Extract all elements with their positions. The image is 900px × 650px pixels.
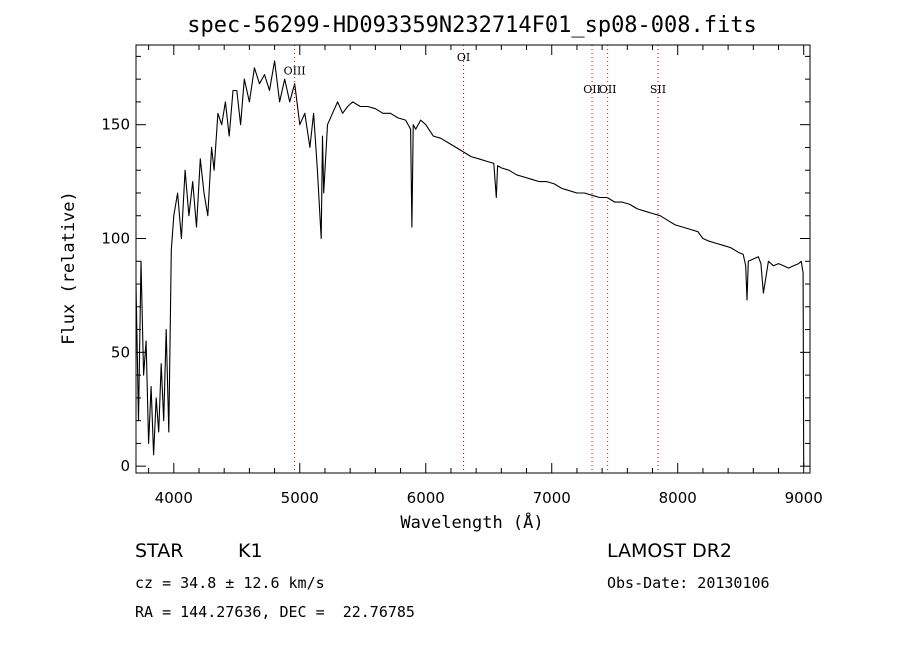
object-subclass: K1 [238,540,263,562]
axes: 4000 5000 6000 7000 8000 9000 0 50 100 150 [101,44,823,507]
x-tick-label: 9000 [785,489,823,507]
x-tick-label: 7000 [533,489,571,507]
line-label-3: OII [599,83,617,96]
x-tick-label: 5000 [281,489,319,507]
line-label-1: OI [457,51,470,64]
object-class: STAR [135,540,184,562]
plot-frame [135,44,811,474]
observation-date: Obs-Date: 20130106 [607,574,770,592]
y-axis-label: Flux (relative) [59,191,79,345]
line-label-0: OIII [284,65,306,78]
y-tick-label: 50 [111,343,130,361]
x-tick-label: 6000 [407,489,445,507]
line-label-4: SII [650,83,666,96]
line-label-2: OII [583,83,601,96]
x-axis-label: Wavelength (Å) [400,511,543,533]
redshift-cz: cz = 34.8 ± 12.6 km/s [135,574,325,592]
x-tick-label: 4000 [155,489,193,507]
x-tick-label: 8000 [659,489,697,507]
spectrum-series-0 [136,60,805,467]
y-tick-label: 150 [101,116,130,134]
plot-area [136,60,805,467]
chart-title: spec-56299-HD093359N232714F01_sp08-008.f… [187,13,757,38]
survey-name: LAMOST DR2 [607,540,732,562]
y-tick-label: 100 [101,230,130,248]
y-tick-label: 0 [120,457,130,475]
ra-dec-coordinates: RA = 144.27636, DEC = 22.76785 [135,603,415,621]
